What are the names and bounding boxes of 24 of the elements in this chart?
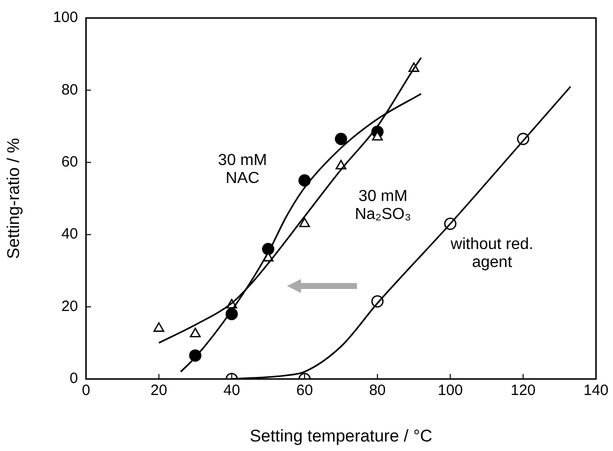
x-tick-label: 20 <box>150 382 168 400</box>
series-label: without red. agent <box>450 236 534 272</box>
x-tick-label: 0 <box>82 382 90 400</box>
y-tick-label: 60 <box>61 154 78 171</box>
x-tick-label: 120 <box>510 382 536 400</box>
text: 30 mM NAC <box>217 152 268 188</box>
x-tick-label: 140 <box>583 382 609 400</box>
x-axis-title: Setting temperature / °C <box>250 426 432 446</box>
series-label: 30 mM Na₂SO₃ <box>354 188 412 224</box>
y-tick-label: 40 <box>61 226 78 243</box>
point <box>299 218 310 228</box>
x-tick-label: 80 <box>369 382 386 400</box>
y-tick-label: 100 <box>52 9 78 26</box>
x-tick-label: 40 <box>223 382 240 400</box>
y-tick-label: 20 <box>61 298 78 315</box>
y-tick-label: 80 <box>61 81 78 98</box>
x-tick-label: 60 <box>296 382 313 400</box>
x-tick-label: 100 <box>438 382 463 400</box>
y-tick-label: 0 <box>70 370 78 388</box>
point <box>334 132 348 146</box>
y-axis-title: Setting-ratio / % <box>4 138 23 259</box>
point <box>298 174 311 187</box>
point <box>153 322 164 332</box>
point <box>190 328 201 338</box>
